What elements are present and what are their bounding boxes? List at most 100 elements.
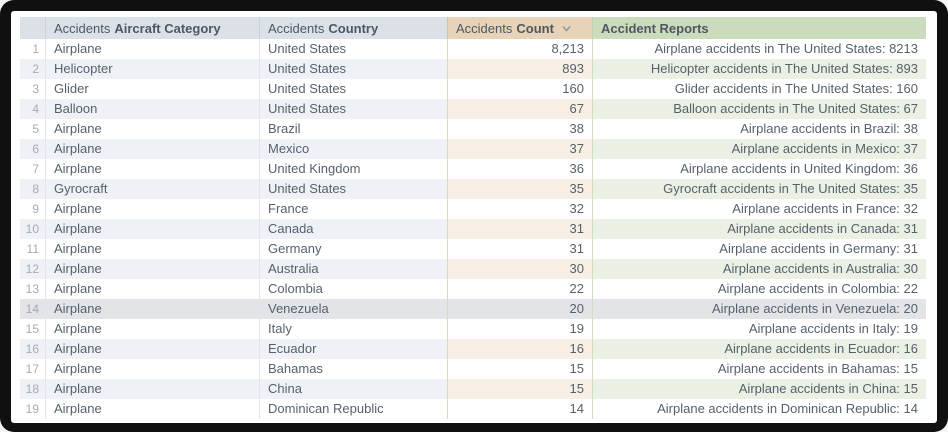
country-cell: United States	[260, 59, 448, 79]
row-number-cell: 13	[20, 279, 46, 299]
country-cell: Germany	[260, 239, 448, 259]
table-row[interactable]: 2 Helicopter United States 893 Helicopter ac…	[20, 59, 926, 79]
report-cell: Airplane accidents in Brazil: 38	[593, 119, 926, 139]
column-header-reports[interactable]: Accident Reports	[593, 17, 926, 39]
aircraft-category-cell: Airplane	[46, 199, 260, 219]
aircraft-category-cell: Gyrocraft	[46, 179, 260, 199]
aircraft-category-cell: Helicopter	[46, 59, 260, 79]
aircraft-category-cell: Glider	[46, 79, 260, 99]
country-cell: United Kingdom	[260, 159, 448, 179]
table-row[interactable]: 14 Airplane Venezuela 20 Airplane accidents …	[20, 299, 926, 319]
count-cell: 16	[448, 339, 593, 359]
country-cell: Venezuela	[260, 299, 448, 319]
report-cell: Balloon accidents in The United States: …	[593, 99, 926, 119]
country-cell: United States	[260, 179, 448, 199]
table-row[interactable]: 13 Airplane Colombia 22 Airplane accidents i…	[20, 279, 926, 299]
table-row[interactable]: 8 Gyrocraft United States 35 Gyrocraft accid…	[20, 179, 926, 199]
count-cell: 67	[448, 99, 593, 119]
count-cell: 14	[448, 399, 593, 419]
aircraft-category-cell: Airplane	[46, 279, 260, 299]
aircraft-category-cell: Airplane	[46, 339, 260, 359]
row-number-cell: 16	[20, 339, 46, 359]
country-cell: Brazil	[260, 119, 448, 139]
report-cell: Airplane accidents in Italy: 19	[593, 319, 926, 339]
column-header-country[interactable]: Accidents Country	[260, 17, 448, 39]
row-number-cell: 3	[20, 79, 46, 99]
count-cell: 37	[448, 139, 593, 159]
aircraft-category-cell: Airplane	[46, 139, 260, 159]
table-row[interactable]: 9 Airplane France 32 Airplane accidents in F…	[20, 199, 926, 219]
row-number-cell: 14	[20, 299, 46, 319]
column-header-label: Count	[516, 20, 554, 36]
report-cell: Gyrocraft accidents in The United States…	[593, 179, 926, 199]
country-cell: Italy	[260, 319, 448, 339]
country-cell: Australia	[260, 259, 448, 279]
table-row[interactable]: 19 Airplane Dominican Republic 14 Airplane a…	[20, 399, 926, 419]
table-row[interactable]: 5 Airplane Brazil 38 Airplane accidents in B…	[20, 119, 926, 139]
count-cell: 19	[448, 319, 593, 339]
column-header-label: Accident Reports	[601, 20, 709, 36]
table-row[interactable]: 7 Airplane United Kingdom 36 Airplane accide…	[20, 159, 926, 179]
column-header-aircraft-category[interactable]: Accidents Aircraft Category	[46, 17, 260, 39]
count-cell: 893	[448, 59, 593, 79]
column-header-count[interactable]: Accidents Count	[448, 17, 593, 39]
table-row[interactable]: 12 Airplane Australia 30 Airplane accidents …	[20, 259, 926, 279]
country-cell: United States	[260, 39, 448, 59]
row-number-cell: 11	[20, 239, 46, 259]
report-cell: Airplane accidents in Dominican Republic…	[593, 399, 926, 419]
count-cell: 20	[448, 299, 593, 319]
count-cell: 31	[448, 219, 593, 239]
row-number-cell: 5	[20, 119, 46, 139]
table-row[interactable]: 3 Glider United States 160 Glider accidents …	[20, 79, 926, 99]
column-header-row-number	[20, 17, 46, 39]
table-row[interactable]: 11 Airplane Germany 31 Airplane accidents in…	[20, 239, 926, 259]
aircraft-category-cell: Airplane	[46, 219, 260, 239]
report-cell: Airplane accidents in Australia: 30	[593, 259, 926, 279]
country-cell: United States	[260, 99, 448, 119]
column-header-prefix: Accidents	[268, 20, 325, 36]
row-number-cell: 12	[20, 259, 46, 279]
aircraft-category-cell: Airplane	[46, 159, 260, 179]
row-number-cell: 17	[20, 359, 46, 379]
table-surface: Accidents Aircraft Category Accidents Co…	[11, 11, 937, 423]
count-cell: 31	[448, 239, 593, 259]
table-row[interactable]: 17 Airplane Bahamas 15 Airplane accidents in…	[20, 359, 926, 379]
table-row[interactable]: 6 Airplane Mexico 37 Airplane accidents in M…	[20, 139, 926, 159]
report-cell: Helicopter accidents in The United State…	[593, 59, 926, 79]
count-cell: 22	[448, 279, 593, 299]
row-number-cell: 9	[20, 199, 46, 219]
country-cell: Bahamas	[260, 359, 448, 379]
country-cell: Mexico	[260, 139, 448, 159]
table-row[interactable]: 16 Airplane Ecuador 16 Airplane accidents in…	[20, 339, 926, 359]
count-cell: 36	[448, 159, 593, 179]
count-cell: 15	[448, 379, 593, 399]
aircraft-category-cell: Airplane	[46, 259, 260, 279]
country-cell: France	[260, 199, 448, 219]
row-number-cell: 10	[20, 219, 46, 239]
table-row[interactable]: 15 Airplane Italy 19 Airplane accidents in I…	[20, 319, 926, 339]
chevron-down-icon	[561, 23, 572, 34]
table-row[interactable]: 1 Airplane United States 8,213 Airplane acci…	[20, 39, 926, 59]
report-cell: Glider accidents in The United States: 1…	[593, 79, 926, 99]
row-number-cell: 8	[20, 179, 46, 199]
count-cell: 30	[448, 259, 593, 279]
table-header-row: Accidents Aircraft Category Accidents Co…	[20, 17, 926, 39]
report-cell: Airplane accidents in United Kingdom: 36	[593, 159, 926, 179]
table-row[interactable]: 4 Balloon United States 67 Balloon accidents…	[20, 99, 926, 119]
column-header-prefix: Accidents	[54, 20, 111, 36]
row-number-cell: 6	[20, 139, 46, 159]
table-row[interactable]: 10 Airplane Canada 31 Airplane accidents in …	[20, 219, 926, 239]
row-number-cell: 1	[20, 39, 46, 59]
report-cell: Airplane accidents in France: 32	[593, 199, 926, 219]
count-cell: 160	[448, 79, 593, 99]
report-cell: Airplane accidents in Bahamas: 15	[593, 359, 926, 379]
aircraft-category-cell: Airplane	[46, 239, 260, 259]
table-row[interactable]: 18 Airplane China 15 Airplane accidents in C…	[20, 379, 926, 399]
report-cell: Airplane accidents in Ecuador: 16	[593, 339, 926, 359]
count-cell: 35	[448, 179, 593, 199]
accidents-table: Accidents Aircraft Category Accidents Co…	[20, 17, 926, 419]
count-cell: 8,213	[448, 39, 593, 59]
report-cell: Airplane accidents in Canada: 31	[593, 219, 926, 239]
aircraft-category-cell: Airplane	[46, 119, 260, 139]
row-number-cell: 4	[20, 99, 46, 119]
